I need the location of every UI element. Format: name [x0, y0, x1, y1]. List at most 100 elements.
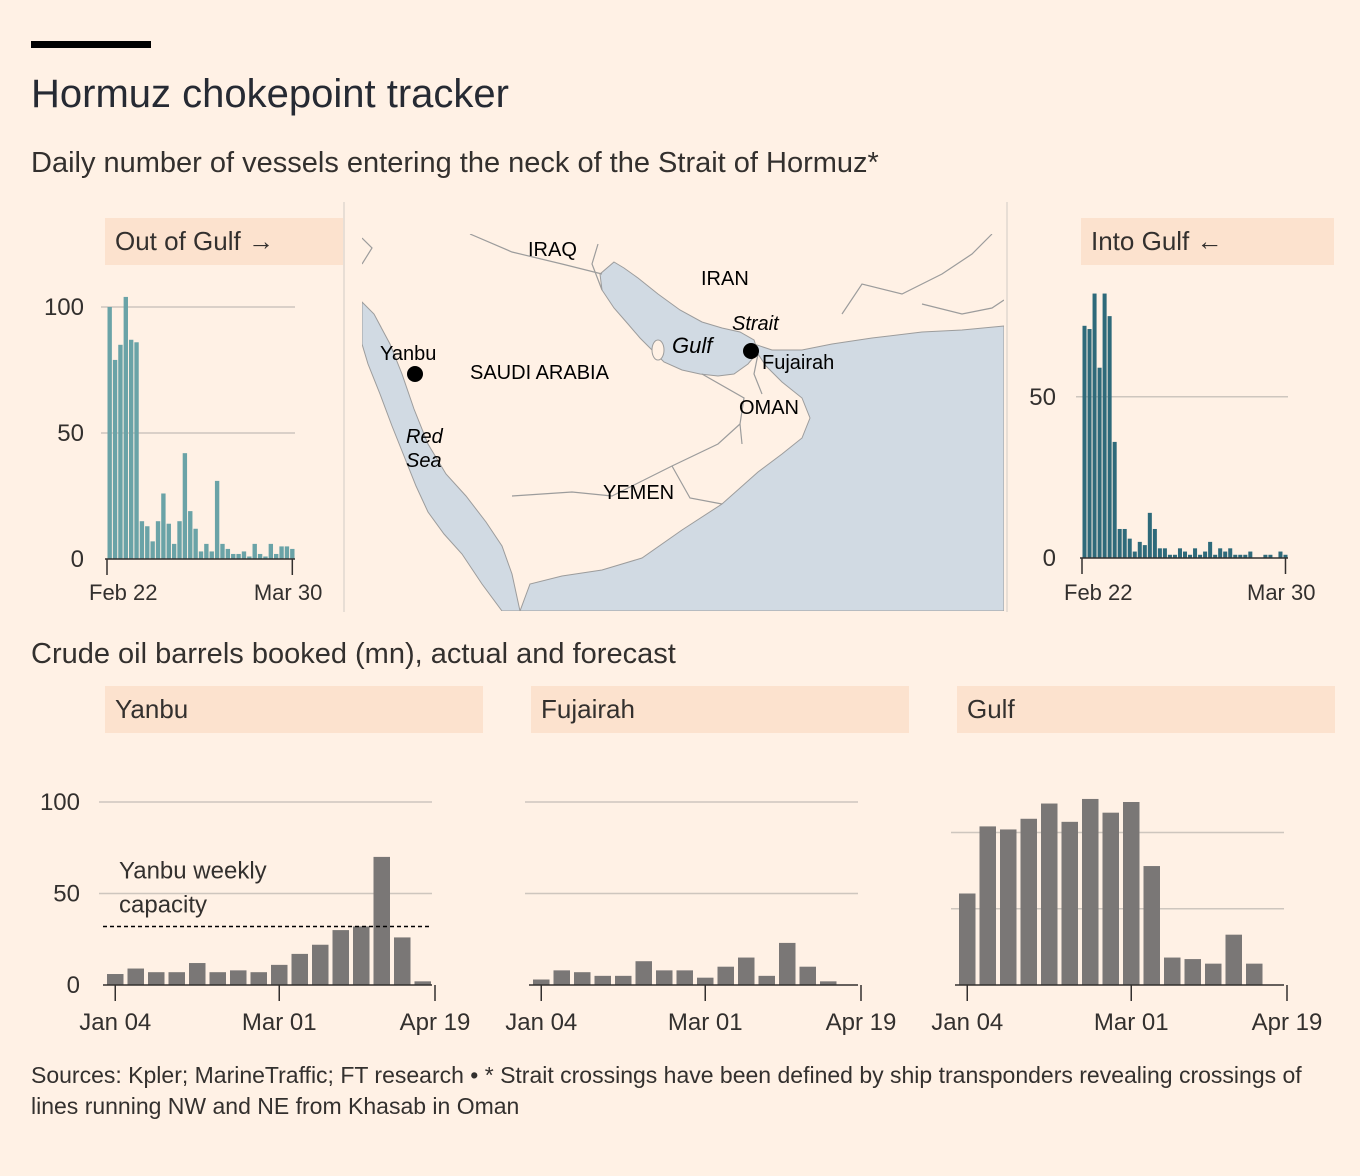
map-label-fujairah: Fujairah — [762, 352, 834, 374]
into-bar — [1238, 554, 1243, 558]
yanbu-bar — [312, 944, 329, 985]
into-bar — [1127, 538, 1132, 558]
gulf-bar — [1164, 957, 1181, 985]
chart-subtitle: Daily number of vessels entering the nec… — [31, 147, 879, 179]
into-bar — [1132, 551, 1137, 558]
out-bar — [225, 548, 231, 559]
fujairah-bar — [738, 957, 755, 985]
out-bar — [209, 551, 214, 559]
yanbu-x-tick-label: Apr 19 — [400, 1009, 471, 1036]
out-bar — [241, 551, 247, 559]
into-bar — [1278, 551, 1283, 558]
into-bar — [1107, 316, 1112, 558]
gulf-bar — [1020, 818, 1037, 985]
gulf-bar — [979, 826, 996, 985]
gulf-panel-label: Gulf — [957, 686, 1335, 733]
yanbu-bar — [148, 972, 165, 985]
into-bar — [1243, 554, 1248, 558]
gulf-bar — [1246, 963, 1263, 985]
fujairah-x-tick-label: Jan 04 — [505, 1009, 577, 1036]
into-bar — [1172, 554, 1177, 558]
into-bar — [1203, 551, 1208, 558]
fujairah-bar — [717, 966, 734, 985]
out-bar — [268, 543, 274, 559]
out-bar — [145, 526, 150, 559]
out-bar — [252, 543, 257, 559]
into-bar — [1087, 329, 1092, 558]
into-bar — [1208, 541, 1213, 558]
into-y-tick-label: 50 — [1029, 384, 1056, 411]
out-bar — [139, 521, 145, 559]
out-bar — [177, 521, 182, 559]
out-bar — [214, 480, 220, 559]
out-of-gulf-label: Out of Gulf → — [105, 218, 343, 265]
map-label-iraq: IRAQ — [528, 239, 577, 261]
fujairah-x-tick-label: Apr 19 — [826, 1009, 897, 1036]
into-bar — [1213, 554, 1218, 558]
ft-top-bar — [31, 41, 151, 48]
into-bar — [1177, 548, 1182, 558]
yanbu-y-tick-label: 0 — [67, 972, 80, 999]
fujairah-bar — [615, 975, 632, 985]
fujairah-chart: Jan 04 Mar 01 Apr 19 — [505, 801, 897, 1036]
yanbu-bar — [394, 937, 411, 985]
persian-gulf-water — [599, 261, 759, 377]
fujairah-bar — [574, 972, 591, 985]
into-bar — [1117, 528, 1122, 558]
out-bar — [198, 551, 204, 559]
into-y-tick-label: 0 — [1043, 545, 1056, 572]
out-bar — [220, 543, 225, 559]
out-bar — [150, 541, 155, 559]
yanbu-bar — [271, 964, 288, 985]
red-sea-water — [362, 301, 521, 611]
fujairah-x-tick-label: Mar 01 — [668, 1009, 743, 1036]
out-bar — [112, 359, 118, 559]
into-bar — [1283, 554, 1288, 558]
into-bar — [1188, 554, 1193, 558]
into-bar — [1162, 548, 1167, 558]
yanbu-marker — [407, 366, 423, 382]
into-bar — [1193, 548, 1198, 558]
into-bar — [1142, 545, 1147, 558]
out-bar — [236, 553, 241, 559]
gulf-bar — [1123, 802, 1140, 985]
fujairah-bar — [697, 977, 714, 985]
yanbu-bar — [291, 953, 308, 985]
chart-title: Hormuz chokepoint tracker — [31, 72, 509, 116]
out-bar — [290, 548, 295, 559]
map-label-iran: IRAN — [701, 268, 749, 290]
out-bar — [107, 307, 112, 559]
into-bar — [1122, 528, 1127, 558]
fujairah-bar — [820, 981, 837, 985]
out-bar — [155, 521, 161, 559]
out-bar — [182, 453, 188, 559]
into-bar — [1167, 554, 1172, 558]
arabian-sea-water — [519, 325, 1004, 611]
out-x-tick-label: Feb 22 — [89, 580, 158, 605]
separator-right — [1006, 202, 1008, 612]
gulf-bar — [1061, 821, 1078, 985]
fujairah-bar — [635, 961, 652, 985]
map-label-strait: Strait — [732, 313, 780, 335]
map-label-red: Red — [406, 426, 444, 448]
map-label-sea: Sea — [406, 450, 442, 472]
gulf-bar — [1143, 866, 1160, 985]
gulf-bar — [1082, 798, 1099, 985]
fujairah-bar — [758, 975, 775, 985]
out-bar — [247, 556, 252, 559]
yanbu-bar — [353, 926, 370, 985]
yanbu-bar — [250, 972, 267, 985]
fujairah-bar — [779, 942, 796, 985]
gulf-chart: Jan 04 Mar 01 Apr 19 — [931, 798, 1322, 1036]
into-bar — [1218, 548, 1223, 558]
into-bar — [1112, 441, 1117, 558]
yanbu-bar — [230, 970, 247, 985]
fujairah-bar — [553, 970, 570, 985]
strait-of-hormuz-map: IRAQ IRAN SAUDI ARABIA OMAN YEMEN Gulf S… — [362, 234, 1004, 611]
into-gulf-chart: 0 50 Feb 22 Mar 30 — [1029, 293, 1315, 605]
into-bar — [1263, 554, 1268, 558]
map-label-yemen: YEMEN — [603, 482, 674, 504]
out-y-tick-label: 0 — [71, 546, 84, 573]
into-bar — [1137, 541, 1142, 558]
chart-subtitle-crude: Crude oil barrels booked (mn), actual an… — [31, 638, 676, 670]
